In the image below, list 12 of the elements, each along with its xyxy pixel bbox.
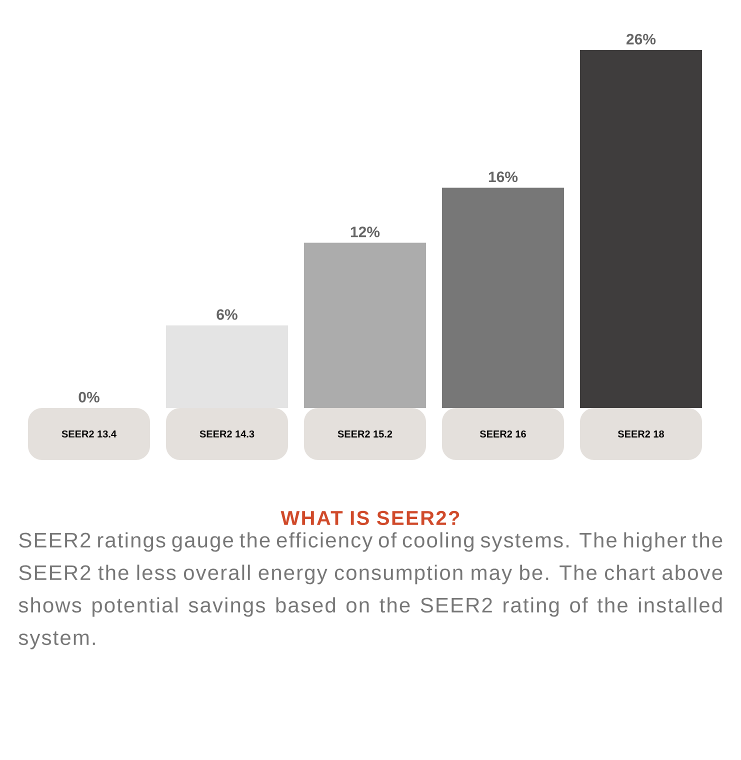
text: SEER2 ratings gauge the efficiency of cooling systems. The higher the SEER2 the less overall energy consumption may be. The chart above shows potential savings based on the SEER2 rating of the installed system. [18,532,722,650]
x-tick-label: SEER2 16 [480,430,526,438]
text: WHAT IS SEER2? [280,510,460,526]
x-tick-label: SEER2 18 [618,430,664,438]
x-tick-label: SEER2 14.3 [200,430,254,438]
data-label: 16% [488,172,518,182]
x-tick-label: SEER2 15.2 [338,430,392,438]
x-tick-label: SEER2 13.4 [62,430,116,438]
data-label: 12% [350,226,380,238]
data-label: 0% [78,392,100,402]
data-label: 26% [626,34,656,44]
data-label: 6% [216,309,238,320]
